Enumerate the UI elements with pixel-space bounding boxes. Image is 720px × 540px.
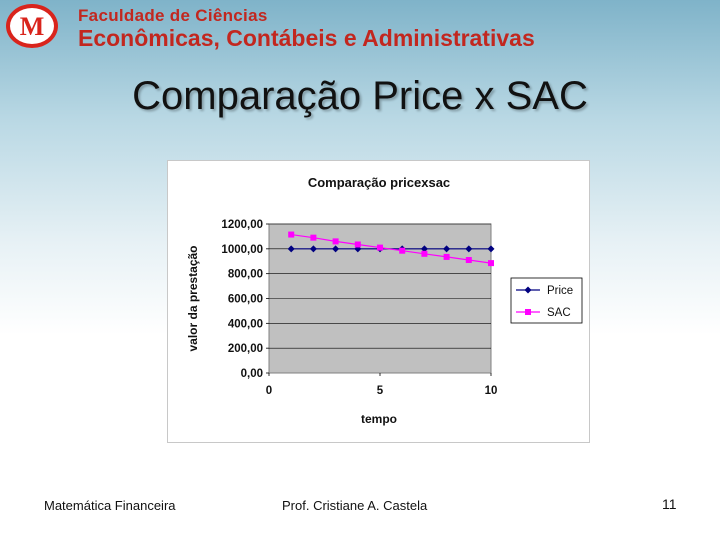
sac-point (288, 231, 295, 238)
sac-point (332, 238, 339, 245)
sac-point (354, 241, 361, 248)
sac-point (443, 253, 450, 260)
y-tick-label: 1000,00 (221, 244, 263, 256)
chart-container: Comparação pricexsac 0,00 200,00 400,00 600,… (167, 160, 590, 443)
sac-point (488, 260, 494, 267)
legend-label-price: Price (547, 285, 573, 297)
price-sac-chart: Comparação pricexsac 0,00 200,00 400,00 600,… (186, 175, 583, 426)
price-point (465, 245, 473, 253)
legend-marker-sac (525, 309, 531, 315)
y-tick-label: 400,00 (228, 318, 263, 330)
x-axis-label: tempo (361, 412, 397, 426)
price-point (309, 245, 317, 253)
y-axis-label: valor da prestação (186, 245, 200, 351)
legend-box (510, 277, 583, 324)
legend-marker-price (524, 286, 532, 294)
sac-point (465, 257, 472, 264)
legend-label-sac: SAC (547, 307, 571, 319)
institution-name-line2: Econômicas, Contábeis e Administrativas (78, 25, 535, 51)
x-tick-label: 10 (485, 385, 498, 397)
sac-series-line (291, 233, 492, 264)
sac-point (377, 244, 383, 251)
footer-author: Prof. Cristiane A. Castela (282, 498, 428, 513)
sac-point (399, 247, 406, 254)
price-point (487, 245, 495, 253)
sac-point (421, 250, 428, 257)
price-point (332, 245, 340, 253)
sac-point (310, 234, 317, 241)
chart-title: Comparação pricexsac (308, 175, 450, 190)
y-tick-label: 800,00 (228, 269, 263, 281)
price-point (443, 245, 451, 253)
y-tick-label: 600,00 (228, 294, 263, 306)
price-point (420, 245, 428, 253)
y-tick-label: 1200,00 (221, 219, 263, 231)
institution-name-line1: Faculdade de Ciências (78, 6, 268, 25)
page-number: 11 (662, 496, 677, 512)
y-tick-label: 200,00 (228, 343, 263, 355)
header: M Faculdade de Ciências Econômicas, Cont… (0, 0, 720, 60)
footer-course: Matemática Financeira (44, 498, 176, 513)
institution-logo: M (6, 4, 58, 48)
price-point (287, 245, 295, 253)
y-tick-label: 0,00 (241, 368, 263, 380)
x-tick-label: 5 (377, 385, 384, 397)
x-tick-label: 0 (266, 385, 272, 397)
slide-title: Comparação Price x SAC (132, 74, 588, 118)
